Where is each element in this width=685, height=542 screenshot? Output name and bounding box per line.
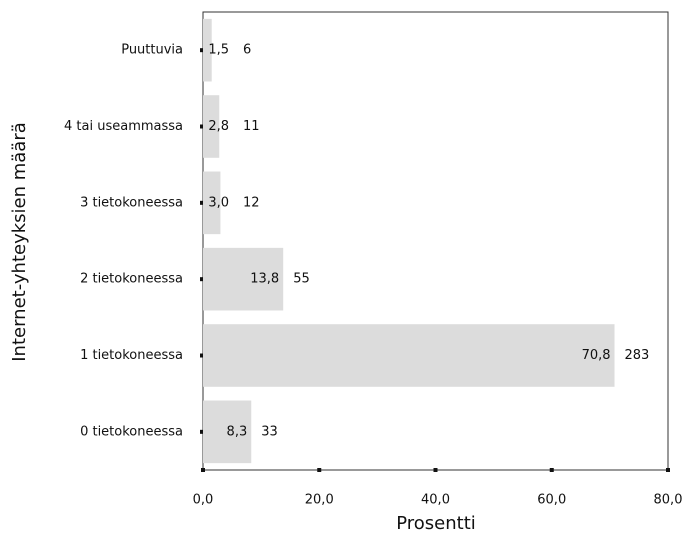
y-tick	[200, 124, 204, 129]
value-label: 1,5	[208, 43, 229, 58]
value-label: 3,0	[208, 195, 229, 210]
x-tick-label: 80,0	[654, 493, 683, 508]
y-tick-label: 1 tietokoneessa	[80, 348, 183, 363]
value-label: 13,8	[250, 272, 279, 287]
count-label: 283	[625, 348, 650, 363]
x-tick	[433, 468, 438, 472]
plot-frame	[202, 11, 669, 471]
count-label: 55	[293, 272, 310, 287]
value-label: 2,8	[208, 119, 229, 134]
y-tick-label: 2 tietokoneessa	[80, 272, 183, 287]
y-axis-label: Internet-yhteyksien määrä	[9, 122, 30, 362]
x-tick	[666, 468, 670, 472]
bar	[203, 247, 284, 311]
y-tick	[200, 277, 204, 282]
x-tick-label: 40,0	[421, 493, 450, 508]
y-tick	[200, 48, 204, 53]
bar	[203, 18, 212, 82]
y-tick	[200, 429, 204, 434]
count-label: 11	[243, 119, 260, 134]
bar	[203, 95, 220, 158]
x-tick-label: 60,0	[537, 493, 566, 508]
bar	[203, 171, 221, 235]
y-tick-label: 4 tai useammassa	[64, 119, 183, 134]
x-tick	[549, 468, 554, 472]
x-tick	[201, 468, 205, 472]
x-axis-label: Prosentti	[396, 513, 476, 534]
value-label: 70,8	[582, 348, 611, 363]
x-tick	[317, 468, 322, 472]
y-tick-label: Puuttuvia	[121, 43, 183, 58]
y-tick	[200, 200, 204, 205]
count-label: 33	[261, 424, 278, 439]
y-tick-label: 3 tietokoneessa	[80, 195, 183, 210]
count-label: 6	[243, 43, 251, 58]
count-label: 12	[243, 195, 260, 210]
y-tick-label: 0 tietokoneessa	[80, 424, 183, 439]
value-label: 8,3	[227, 424, 248, 439]
bar	[203, 324, 615, 387]
x-tick-label: 0,0	[193, 493, 214, 508]
bar	[203, 400, 252, 464]
y-tick	[200, 353, 204, 358]
x-tick-label: 20,0	[305, 493, 334, 508]
